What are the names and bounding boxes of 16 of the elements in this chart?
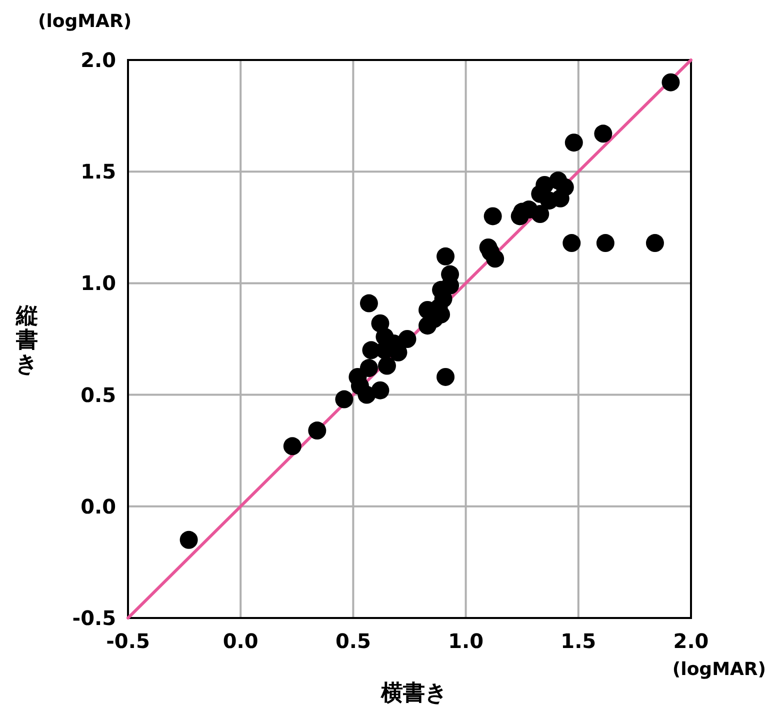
x-tick-label: 0.0 <box>222 629 258 653</box>
x-tick-label: 2.0 <box>673 629 709 653</box>
y-tick-label: 0.0 <box>80 494 116 518</box>
y-axis-title: 縦書き <box>15 304 38 377</box>
x-tick-label: 0.5 <box>335 629 371 653</box>
x-tick-label: -0.5 <box>106 629 150 653</box>
text: (logMAR) <box>672 659 766 680</box>
y-tick-label: 1.5 <box>80 160 116 184</box>
x-axis-title: 横書き <box>380 681 448 706</box>
y-tick-label: 1.0 <box>80 271 116 296</box>
y-tick-label: 0.5 <box>80 382 116 407</box>
y-tick-label: 2.0 <box>80 48 116 72</box>
x-tick-label: 1.0 <box>448 629 484 653</box>
y-tick-label: -0.5 <box>72 606 116 630</box>
text: (logMAR) <box>38 11 132 32</box>
x-tick-label: 1.5 <box>560 629 596 653</box>
